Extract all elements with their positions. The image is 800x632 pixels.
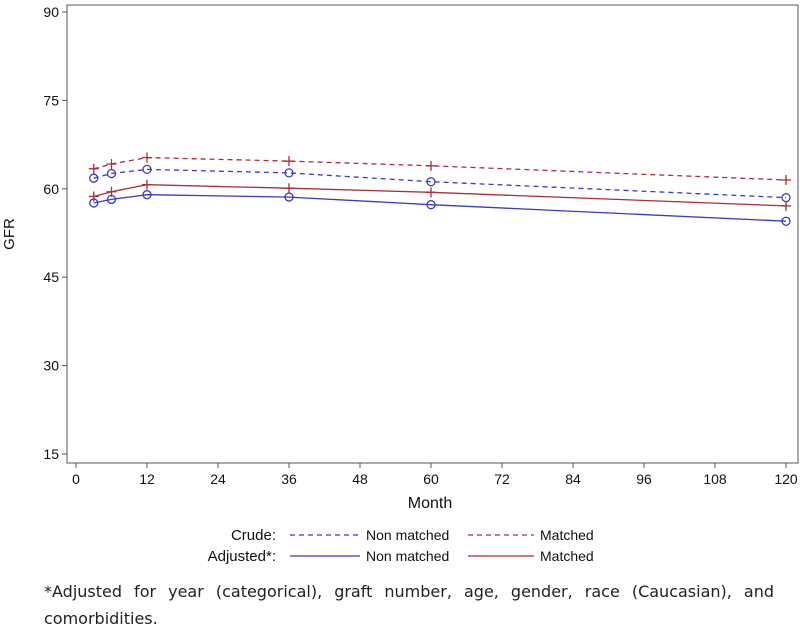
point-adjusted-matched-6 — [106, 186, 117, 197]
series-line-crude-matched — [93, 156, 787, 181]
x-tick-label-48: 48 — [352, 471, 368, 487]
x-axis-title: Month — [408, 495, 452, 512]
y-tick-label-45: 45 — [43, 269, 59, 285]
x-tick-label-12: 12 — [139, 471, 155, 487]
legend: Crude: Non matched Matched Adjusted*: No… — [208, 527, 594, 565]
legend-crude-label: Crude: — [231, 527, 276, 544]
point-adjusted-matched-60 — [426, 187, 436, 198]
y-tick-label-15: 15 — [43, 446, 59, 462]
series-line-crude-non-matched — [93, 168, 787, 199]
point-adjusted-non-matched-120 — [781, 216, 791, 226]
x-tick-label-24: 24 — [210, 471, 226, 487]
x-tick-label-0: 0 — [72, 471, 80, 487]
point-adjusted-matched-12 — [142, 179, 152, 190]
point-crude-non-matched-120 — [781, 192, 791, 203]
y-axis-title: GFR — [1, 218, 18, 250]
point-crude-matched-3 — [88, 163, 99, 174]
series-group — [88, 152, 791, 226]
y-tick-label-90: 90 — [43, 4, 59, 20]
point-crude-matched-6 — [106, 159, 117, 170]
x-tick-label-60: 60 — [423, 471, 439, 487]
point-crude-non-matched-6 — [106, 168, 117, 179]
x-tick-label-108: 108 — [703, 471, 727, 487]
legend-adjusted-non-matched-label: Non matched — [366, 548, 449, 564]
footnote: *Adjusted for year (categorical), graft … — [44, 582, 774, 628]
point-crude-matched-60 — [426, 160, 436, 171]
point-crude-non-matched-60 — [426, 177, 436, 187]
series-line-adjusted-matched — [93, 184, 787, 207]
legend-adjusted-matched-label: Matched — [540, 548, 594, 564]
legend-crude-matched-label: Matched — [540, 527, 594, 543]
point-crude-non-matched-3 — [89, 173, 99, 183]
x-tick-label-84: 84 — [565, 471, 581, 487]
x-tick-label-96: 96 — [636, 471, 652, 487]
legend-adjusted-label: Adjusted*: — [208, 548, 276, 565]
legend-crude-non-matched-label: Non matched — [366, 527, 449, 543]
series-line-adjusted-non-matched — [93, 194, 787, 222]
point-crude-matched-36 — [284, 156, 294, 167]
point-adjusted-matched-3 — [88, 191, 99, 202]
x-tick-label-120: 120 — [774, 471, 798, 487]
plot-frame — [66, 4, 799, 464]
y-tick-label-60: 60 — [43, 181, 59, 197]
y-tick-label-30: 30 — [43, 358, 59, 374]
point-adjusted-matched-120 — [781, 200, 791, 211]
point-crude-non-matched-12 — [142, 164, 152, 175]
point-crude-non-matched-36 — [284, 168, 294, 178]
x-tick-label-72: 72 — [494, 471, 510, 487]
y-tick-label-75: 75 — [43, 92, 59, 108]
point-adjusted-non-matched-60 — [426, 200, 436, 210]
plot-area — [66, 4, 799, 464]
axes: 15 30 45 60 75 90 0 12 24 36 48 60 72 84 96 108 120 — [43, 4, 797, 487]
point-crude-matched-12 — [142, 152, 152, 163]
point-adjusted-non-matched-12 — [142, 190, 152, 200]
point-adjusted-matched-36 — [284, 183, 294, 194]
x-tick-label-36: 36 — [281, 471, 297, 487]
point-crude-matched-120 — [781, 174, 791, 185]
